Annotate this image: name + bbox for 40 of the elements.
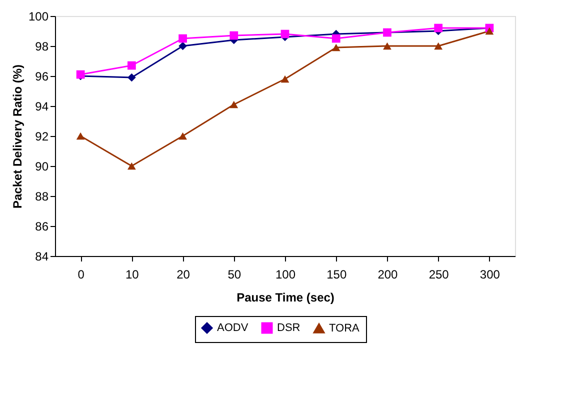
- y-tick-label: 96: [35, 70, 49, 84]
- y-axis-title: Packet Delivery Ratio (%): [10, 64, 24, 209]
- point: [127, 73, 136, 82]
- legend-label: DSR: [277, 322, 300, 334]
- y-tick-label: 88: [35, 190, 49, 204]
- y-tick-label: 94: [35, 100, 49, 114]
- point: [332, 34, 340, 43]
- point: [280, 30, 290, 38]
- x-tick-label: 200: [378, 268, 398, 282]
- x-tick-label: 300: [480, 268, 500, 282]
- x-tick-label: 250: [428, 268, 450, 282]
- y-tick-label: 98: [35, 40, 49, 54]
- legend-label: AODV: [217, 322, 249, 334]
- point: [178, 34, 187, 43]
- x-tick-label: 20: [176, 268, 190, 282]
- x-tick-label: 100: [275, 268, 296, 282]
- y-tick-label: 92: [35, 130, 49, 144]
- point: [127, 61, 136, 70]
- point: [178, 132, 187, 140]
- point: [127, 162, 136, 170]
- x-axis-title: Pause Time (sec): [236, 290, 334, 304]
- x-tick-label: 150: [326, 268, 347, 282]
- point: [434, 24, 443, 32]
- x-tick-label: 50: [228, 268, 242, 282]
- y-tick-label: 100: [28, 10, 49, 24]
- y-tick-label: 90: [35, 160, 49, 174]
- point: [230, 100, 238, 108]
- point: [178, 42, 187, 50]
- y-tick-label: 86: [35, 220, 49, 234]
- x-tick-label: 0: [78, 268, 85, 282]
- x-tick-label: 10: [125, 268, 140, 282]
- point: [230, 31, 238, 40]
- point: [485, 27, 494, 35]
- point: [280, 75, 290, 83]
- point: [332, 44, 340, 52]
- point: [76, 132, 85, 140]
- y-tick-label: 84: [35, 250, 49, 264]
- legend-label: TORA: [329, 322, 360, 334]
- point: [434, 42, 443, 50]
- point: [383, 42, 392, 50]
